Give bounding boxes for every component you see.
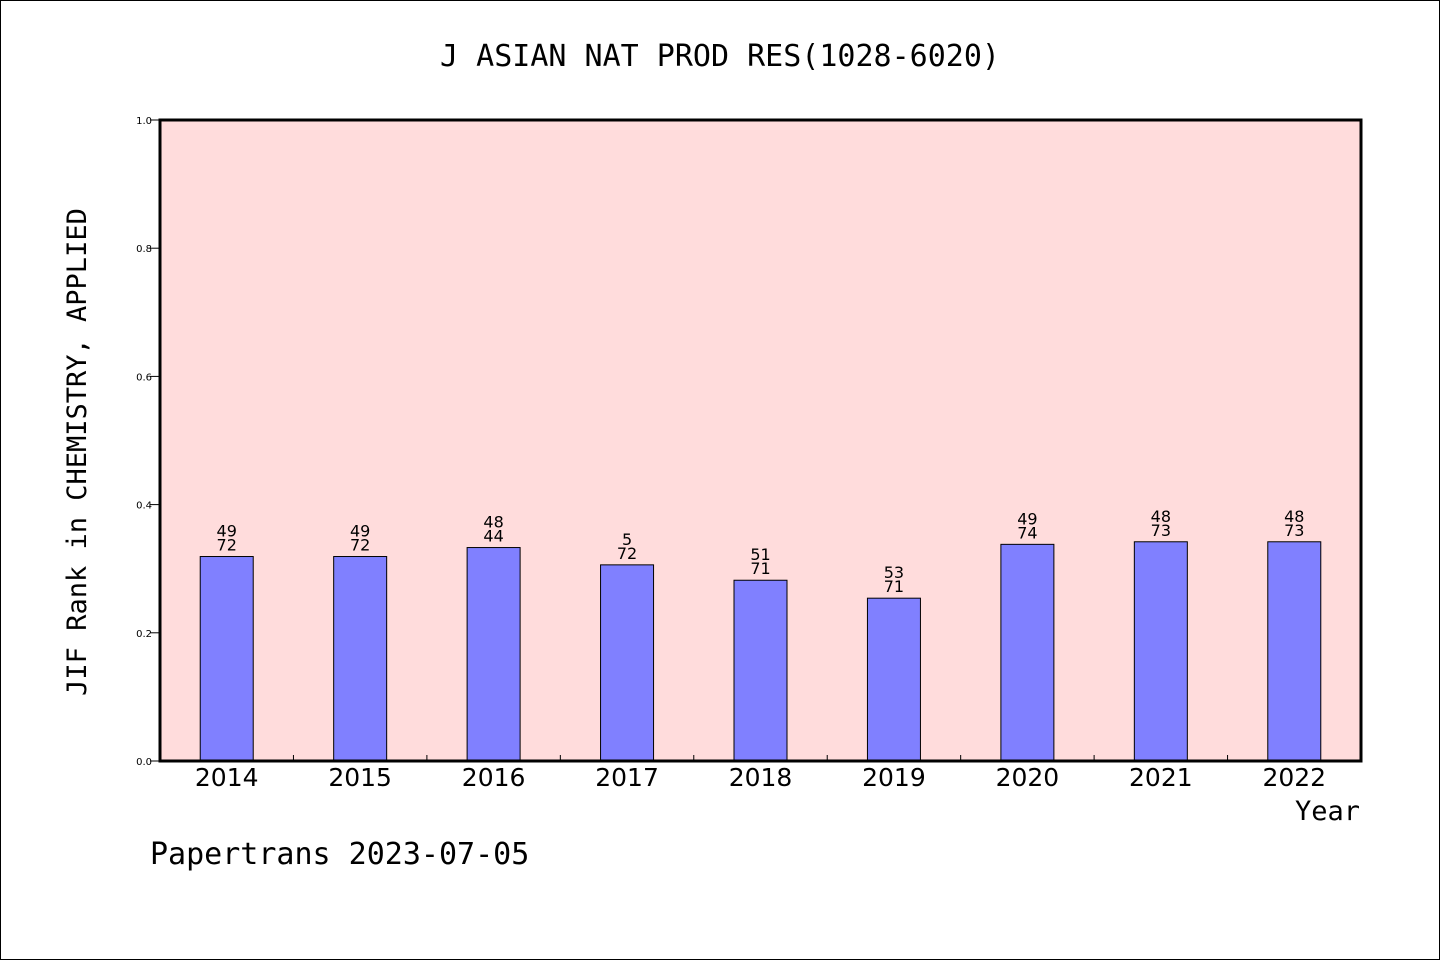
bar-label-bottom: 72 xyxy=(617,544,637,563)
bar-2019 xyxy=(866,597,921,762)
bar-label-top: 51 xyxy=(750,545,770,564)
bar-2017 xyxy=(600,564,655,762)
x-tick-label: 2020 xyxy=(996,763,1060,792)
bar-label-top: 5 xyxy=(622,530,632,549)
bar-label-top: 49 xyxy=(1017,509,1037,528)
bar-label-bottom: 44 xyxy=(483,527,503,546)
bar-label-bottom: 73 xyxy=(1151,521,1171,540)
bars-group xyxy=(199,541,1322,762)
y-axis-ticks: 0.0 0.2 0.4 0.6 0.8 1.0 xyxy=(136,116,160,768)
bar-2022 xyxy=(1267,541,1322,762)
x-tick-label: 2015 xyxy=(328,763,392,792)
x-axis-ticks: 2014 2015 2016 2017 2018 2019 2020 2021 2022 xyxy=(195,755,1326,792)
bar-label-bottom: 71 xyxy=(750,559,770,578)
y-tick-label: 0.4 xyxy=(136,501,152,512)
bar-2014 xyxy=(199,556,254,762)
x-tick-label: 2016 xyxy=(462,763,526,792)
footer-text: Papertrans 2023-07-05 xyxy=(150,837,529,872)
y-tick-label: 0.8 xyxy=(136,244,152,255)
bar-label-top: 53 xyxy=(884,563,904,582)
chart-title: J ASIAN NAT PROD RES(1028-6020) xyxy=(440,39,1000,74)
bar-label-top: 49 xyxy=(217,522,237,541)
y-tick-label: 0.6 xyxy=(136,372,152,383)
x-tick-label: 2018 xyxy=(729,763,793,792)
x-axis-label: Year xyxy=(1295,796,1360,827)
x-tick-label: 2022 xyxy=(1262,763,1326,792)
bar-2015 xyxy=(333,556,388,762)
bar-label-bottom: 71 xyxy=(884,577,904,596)
bar-2021 xyxy=(1133,541,1188,762)
y-tick-label: 0.2 xyxy=(136,629,152,640)
y-tick-label: 0.0 xyxy=(136,757,152,768)
bar-label-bottom: 72 xyxy=(350,536,370,555)
bar-label-bottom: 72 xyxy=(217,536,237,555)
bar-label-bottom: 73 xyxy=(1284,521,1304,540)
bar-label-top: 48 xyxy=(1284,507,1304,526)
bar-label-top: 49 xyxy=(350,522,370,541)
bar-2020 xyxy=(1000,543,1055,762)
x-tick-label: 2014 xyxy=(195,763,259,792)
plot-border xyxy=(158,118,1363,763)
bar-2016 xyxy=(466,547,521,762)
y-axis-label: JIF Rank in CHEMISTRY, APPLIED xyxy=(62,208,93,696)
x-tick-label: 2017 xyxy=(595,763,659,792)
y-tick-label: 1.0 xyxy=(136,116,152,127)
bar-label-top: 48 xyxy=(483,513,503,532)
bar-2018 xyxy=(733,579,788,762)
x-tick-label: 2019 xyxy=(862,763,926,792)
x-tick-label: 2021 xyxy=(1129,763,1193,792)
bar-label-top: 48 xyxy=(1151,507,1171,526)
bar-label-bottom: 74 xyxy=(1017,523,1037,542)
